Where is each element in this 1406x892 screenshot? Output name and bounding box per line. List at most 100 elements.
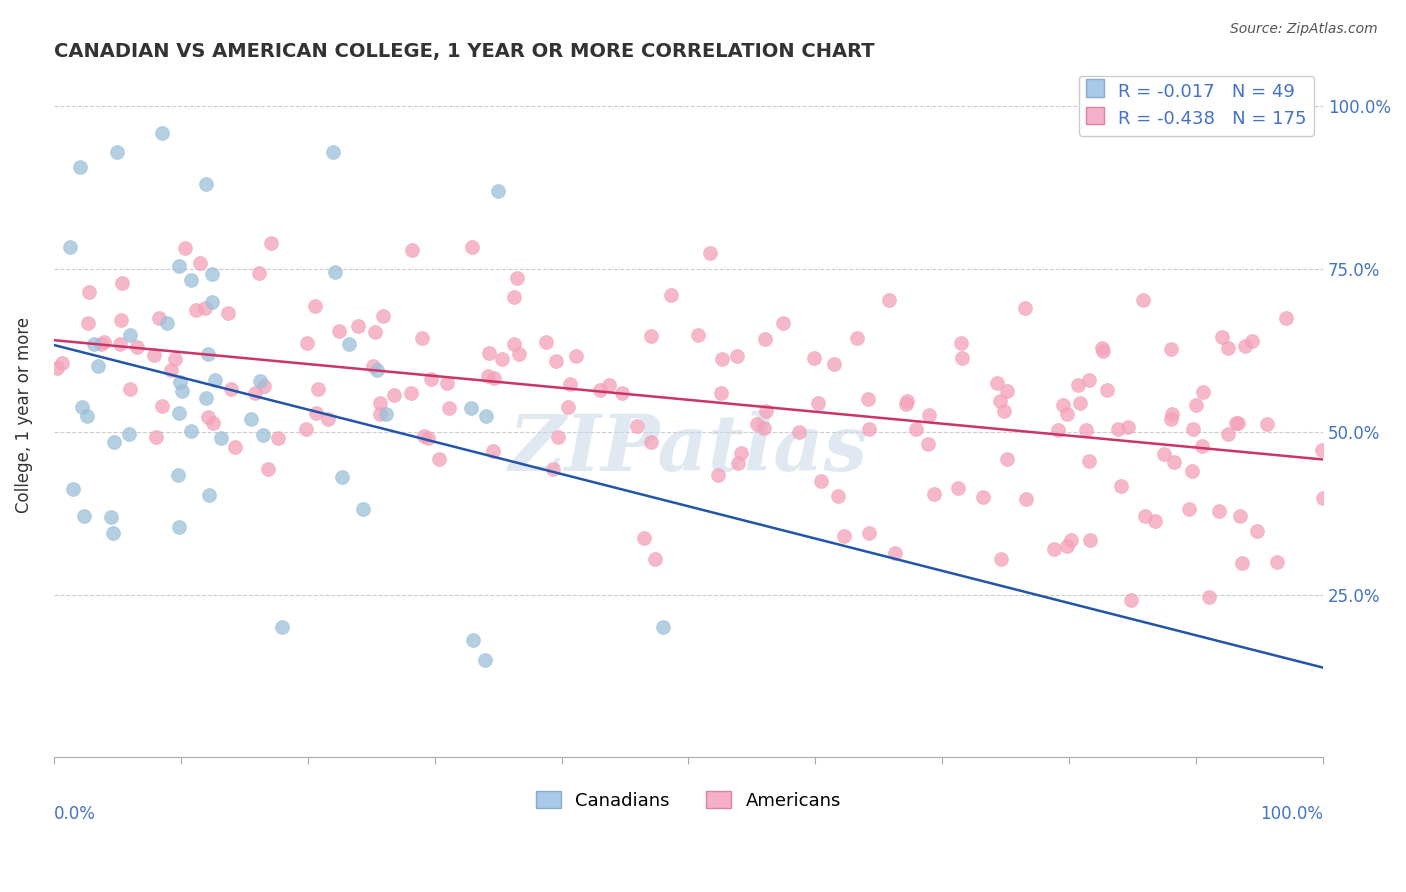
Point bbox=[195, 391, 218, 405]
Text: ZIPatlas: ZIPatlas bbox=[509, 411, 868, 488]
Point bbox=[727, 456, 749, 470]
Point bbox=[437, 401, 460, 416]
Point bbox=[883, 546, 905, 560]
Point bbox=[169, 375, 191, 389]
Point bbox=[62, 483, 84, 497]
Point bbox=[1078, 373, 1101, 387]
Point bbox=[652, 620, 675, 634]
Point bbox=[633, 531, 655, 545]
Point bbox=[1143, 514, 1166, 528]
Point bbox=[1078, 454, 1101, 468]
Point bbox=[167, 520, 190, 534]
Point bbox=[1160, 412, 1182, 426]
Point bbox=[481, 444, 503, 458]
Point bbox=[461, 633, 484, 648]
Point bbox=[200, 294, 222, 309]
Point bbox=[73, 508, 96, 523]
Point bbox=[197, 347, 219, 361]
Point bbox=[401, 243, 423, 257]
Point bbox=[366, 363, 388, 377]
Point bbox=[972, 490, 994, 504]
Point bbox=[503, 337, 526, 351]
Legend: Canadians, Americans: Canadians, Americans bbox=[529, 783, 848, 817]
Point bbox=[730, 446, 752, 460]
Point bbox=[110, 313, 132, 327]
Point bbox=[990, 551, 1012, 566]
Point bbox=[478, 346, 501, 360]
Point bbox=[856, 392, 879, 406]
Point bbox=[224, 441, 246, 455]
Point bbox=[1241, 334, 1264, 349]
Point bbox=[1091, 341, 1114, 355]
Point bbox=[401, 386, 423, 401]
Point bbox=[995, 452, 1018, 467]
Point bbox=[688, 328, 710, 343]
Point bbox=[217, 306, 239, 320]
Point bbox=[699, 246, 721, 260]
Point bbox=[1211, 330, 1233, 344]
Point bbox=[253, 379, 276, 393]
Point bbox=[1274, 310, 1296, 325]
Point bbox=[755, 403, 778, 417]
Text: 0.0%: 0.0% bbox=[53, 805, 96, 823]
Point bbox=[382, 388, 405, 402]
Point bbox=[474, 653, 496, 667]
Point bbox=[247, 266, 270, 280]
Point bbox=[46, 360, 69, 375]
Point bbox=[70, 401, 93, 415]
Point bbox=[807, 396, 830, 410]
Point bbox=[1181, 422, 1204, 436]
Point bbox=[252, 427, 274, 442]
Point bbox=[204, 373, 226, 387]
Point bbox=[76, 409, 98, 423]
Point bbox=[993, 404, 1015, 418]
Point bbox=[120, 328, 142, 343]
Point bbox=[1198, 591, 1220, 605]
Point bbox=[305, 406, 328, 420]
Point bbox=[565, 349, 588, 363]
Text: Source: ZipAtlas.com: Source: ZipAtlas.com bbox=[1230, 22, 1378, 37]
Point bbox=[295, 421, 318, 435]
Point bbox=[917, 437, 939, 451]
Point bbox=[364, 325, 387, 339]
Point bbox=[1229, 509, 1251, 524]
Point bbox=[823, 357, 845, 371]
Point bbox=[120, 382, 142, 396]
Point bbox=[304, 299, 326, 313]
Point bbox=[105, 145, 128, 159]
Point bbox=[1133, 508, 1156, 523]
Point bbox=[918, 408, 941, 422]
Point bbox=[77, 285, 100, 299]
Point bbox=[221, 382, 243, 396]
Point bbox=[427, 451, 450, 466]
Point bbox=[707, 468, 730, 483]
Point bbox=[51, 356, 73, 370]
Point bbox=[1014, 492, 1036, 507]
Point bbox=[491, 352, 513, 367]
Point bbox=[461, 240, 484, 254]
Point bbox=[118, 426, 141, 441]
Point bbox=[374, 407, 396, 421]
Point bbox=[318, 411, 340, 425]
Point bbox=[1192, 384, 1215, 399]
Point bbox=[197, 409, 219, 424]
Point bbox=[167, 259, 190, 273]
Point bbox=[1160, 407, 1182, 421]
Point bbox=[986, 376, 1008, 391]
Point bbox=[180, 424, 202, 438]
Point bbox=[1107, 422, 1129, 436]
Point bbox=[534, 335, 557, 350]
Point bbox=[1119, 593, 1142, 607]
Point bbox=[155, 316, 177, 330]
Point bbox=[111, 276, 134, 290]
Point bbox=[486, 184, 509, 198]
Point bbox=[1132, 293, 1154, 307]
Point bbox=[1310, 443, 1333, 458]
Point bbox=[1208, 504, 1230, 518]
Point bbox=[201, 416, 224, 430]
Point bbox=[1153, 447, 1175, 461]
Point bbox=[150, 399, 173, 413]
Point bbox=[93, 334, 115, 349]
Point bbox=[644, 551, 666, 566]
Point bbox=[503, 290, 526, 304]
